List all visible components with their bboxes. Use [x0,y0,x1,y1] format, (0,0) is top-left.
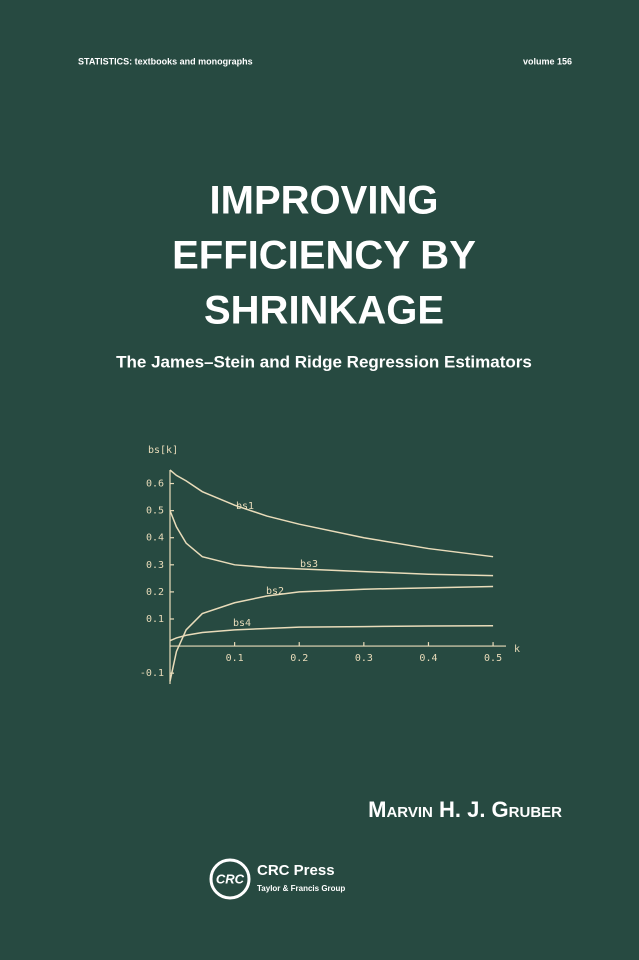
y-tick-label: 0.3 [146,560,164,571]
title-line: SHRINKAGE [204,289,444,333]
y-tick-label: 0.1 [146,614,164,625]
y-tick-label: 0.6 [146,479,164,490]
curve-label: bs3 [300,559,318,570]
author: Marvin H. J. Gruber [368,797,562,822]
y-tick-label: 0.5 [146,506,164,517]
publisher-name: CRC Press [257,862,335,879]
curve-label: bs4 [233,618,251,629]
curve [169,625,494,642]
title-line: IMPROVING [210,179,439,223]
y-axis-label: bs[k] [148,445,178,456]
x-tick-label: 0.3 [355,653,373,664]
x-axis-label: k [514,644,520,655]
y-tick-label: 0.2 [146,587,164,598]
x-tick-label: 0.5 [484,653,502,664]
x-tick-label: 0.4 [419,653,437,664]
curve-label: bs1 [236,501,254,512]
publisher-group: Taylor & Francis Group [257,884,345,893]
curve-label: bs2 [266,586,284,597]
x-tick-label: 0.2 [290,653,308,664]
volume: volume 156 [523,56,572,66]
logo-ring [209,858,251,900]
series-name: STATISTICS: textbooks and monographs [78,56,253,66]
subtitle: The James–Stein and Ridge Regression Est… [116,352,532,371]
curve [169,585,494,682]
x-tick-label: 0.1 [226,653,244,664]
curve [169,510,494,577]
title-line: EFFICIENCY BY [172,234,476,278]
y-tick-label: 0.4 [146,533,164,544]
logo: CRC [216,871,245,886]
curve [169,469,494,558]
y-tick-label: -0.1 [140,668,164,679]
chart: bs[k] k -0.1 0.1 0.2 0.3 0.4 0.5 0.6 0.1 0.2 0.3 0.4… [140,445,520,684]
